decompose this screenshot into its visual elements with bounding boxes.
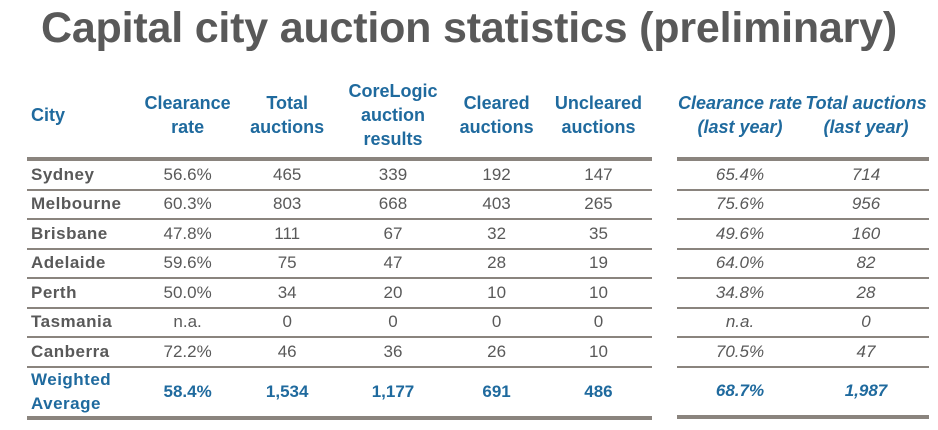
value-cell: 192	[448, 159, 545, 191]
value-cell: 32	[448, 219, 545, 250]
table-row: Tasmania n.a. 0 0 0 0	[27, 307, 652, 338]
column-header: Uncleared auctions	[544, 72, 652, 161]
value-cell: 10	[544, 278, 652, 309]
table-row: Perth 50.0% 34 20 10 10	[27, 278, 652, 309]
current-week-table: City Clearance rate Total auctions CoreLogi…	[27, 72, 652, 420]
value-cell: 59.6%	[138, 248, 237, 279]
value-cell: 0	[544, 307, 652, 338]
city-cell: Weighted Average	[27, 366, 139, 420]
last-year-cell: 0	[803, 307, 929, 338]
value-cell: 465	[236, 159, 338, 191]
value-cell: 34	[236, 278, 338, 309]
value-cell: 403	[448, 189, 545, 220]
city-cell: Canberra	[27, 337, 139, 368]
value-cell: 20	[337, 278, 449, 309]
value-cell: 486	[544, 366, 652, 420]
city-cell: Tasmania	[27, 307, 139, 338]
last-year-cell: 714	[803, 159, 929, 191]
table-row: n.a. 0	[677, 307, 929, 338]
city-cell: Brisbane	[27, 219, 139, 250]
last-year-table: Clearance rate (last year) Total auctions…	[677, 72, 929, 419]
column-header: CoreLogic auction results	[337, 72, 449, 161]
last-year-cell: 34.8%	[677, 278, 803, 309]
value-cell: 28	[448, 248, 545, 279]
last-year-cell: 49.6%	[677, 219, 803, 250]
value-cell: 10	[448, 278, 545, 309]
table-row: 49.6% 160	[677, 219, 929, 250]
city-cell: Adelaide	[27, 248, 139, 279]
value-cell: 50.0%	[138, 278, 237, 309]
value-cell: 26	[448, 337, 545, 368]
page-title: Capital city auction statistics (prelimi…	[40, 4, 898, 52]
value-cell: 72.2%	[138, 337, 237, 368]
value-cell: 339	[337, 159, 449, 191]
column-header: Total auctions	[236, 72, 338, 161]
last-year-cell: 82	[803, 248, 929, 279]
value-cell: 0	[236, 307, 338, 338]
table-row: Adelaide 59.6% 75 47 28 19	[27, 248, 652, 279]
summary-row: Weighted Average 58.4% 1,534 1,177 691 486	[27, 366, 652, 420]
last-year-cell: 47	[803, 337, 929, 368]
last-year-cell: 70.5%	[677, 337, 803, 368]
table-row: 65.4% 714	[677, 159, 929, 191]
column-header: Clearance rate	[138, 72, 237, 161]
value-cell: 1,534	[236, 366, 338, 420]
city-cell: Perth	[27, 278, 139, 309]
last-year-cell: n.a.	[677, 307, 803, 338]
table-row: 70.5% 47	[677, 337, 929, 368]
table-row: Melbourne 60.3% 803 668 403 265	[27, 189, 652, 220]
last-year-cell: 65.4%	[677, 159, 803, 191]
column-header-last-year: Total auctions (last year)	[803, 72, 929, 161]
value-cell: 265	[544, 189, 652, 220]
summary-row: 68.7% 1,987	[677, 366, 929, 419]
value-cell: n.a.	[138, 307, 237, 338]
table-row: Brisbane 47.8% 111 67 32 35	[27, 219, 652, 250]
value-cell: 0	[337, 307, 449, 338]
last-year-cell: 160	[803, 219, 929, 250]
value-cell: 47	[337, 248, 449, 279]
value-cell: 46	[236, 337, 338, 368]
value-cell: 75	[236, 248, 338, 279]
column-header-last-year: Clearance rate (last year)	[677, 72, 803, 161]
value-cell: 56.6%	[138, 159, 237, 191]
table-row: 64.0% 82	[677, 248, 929, 279]
value-cell: 47.8%	[138, 219, 237, 250]
value-cell: 35	[544, 219, 652, 250]
value-cell: 0	[448, 307, 545, 338]
column-header: City	[27, 72, 139, 161]
value-cell: 1,177	[337, 366, 449, 420]
table-row: 75.6% 956	[677, 189, 929, 220]
value-cell: 668	[337, 189, 449, 220]
last-year-cell: 1,987	[803, 366, 929, 419]
last-year-cell: 75.6%	[677, 189, 803, 220]
last-year-cell: 68.7%	[677, 366, 803, 419]
city-cell: Sydney	[27, 159, 139, 191]
value-cell: 147	[544, 159, 652, 191]
value-cell: 803	[236, 189, 338, 220]
last-year-cell: 956	[803, 189, 929, 220]
value-cell: 19	[544, 248, 652, 279]
last-year-cell: 64.0%	[677, 248, 803, 279]
value-cell: 111	[236, 219, 338, 250]
table-row: Canberra 72.2% 46 36 26 10	[27, 337, 652, 368]
city-cell: Melbourne	[27, 189, 139, 220]
table-row: Sydney 56.6% 465 339 192 147	[27, 159, 652, 191]
last-year-cell: 28	[803, 278, 929, 309]
value-cell: 60.3%	[138, 189, 237, 220]
table-row: 34.8% 28	[677, 278, 929, 309]
column-header: Cleared auctions	[448, 72, 545, 161]
value-cell: 58.4%	[138, 366, 237, 420]
value-cell: 67	[337, 219, 449, 250]
value-cell: 691	[448, 366, 545, 420]
value-cell: 36	[337, 337, 449, 368]
value-cell: 10	[544, 337, 652, 368]
